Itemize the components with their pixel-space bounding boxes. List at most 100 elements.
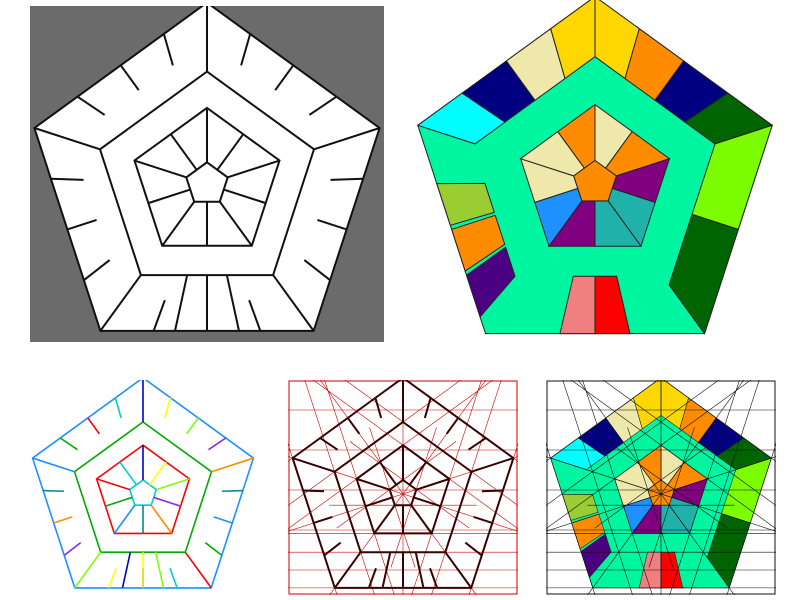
- segment-line: [303, 259, 331, 281]
- left-block: [436, 182, 495, 226]
- spoke-line: [227, 159, 280, 179]
- segment-line: [119, 64, 140, 91]
- segment-line: [473, 515, 493, 524]
- hough-line: [577, 380, 735, 595]
- left-block: [465, 246, 516, 318]
- segment-line: [429, 567, 439, 589]
- segment-line: [114, 397, 122, 419]
- tab-line: [154, 552, 165, 589]
- segment-line: [319, 437, 339, 451]
- segment-line: [43, 489, 65, 493]
- center-pentagon: [573, 159, 617, 202]
- segment-line: [77, 95, 106, 116]
- ring-divider: [184, 551, 212, 589]
- hough-line: [546, 456, 776, 532]
- spoke-line: [413, 496, 441, 508]
- spoke-line: [410, 504, 433, 534]
- spoke-line: [156, 478, 190, 491]
- hough-line: [546, 456, 776, 532]
- ring-divider: [313, 127, 380, 151]
- segment-line: [374, 397, 383, 419]
- spoke-line: [365, 496, 393, 508]
- spoke-line: [373, 504, 396, 534]
- hough-line: [304, 380, 375, 595]
- segment-line: [83, 259, 111, 281]
- segment-line: [67, 219, 97, 231]
- segment-line: [186, 417, 199, 435]
- segment-line: [164, 397, 172, 419]
- pentagon-outline-0: [33, 6, 381, 332]
- pentagon-outline-3: [128, 479, 158, 506]
- color-segmentation-panel: [410, 0, 780, 345]
- edge-map-panel: [30, 6, 384, 342]
- spoke-line: [169, 133, 198, 171]
- white-pentagon: [34, 6, 380, 331]
- segment-line: [308, 95, 337, 116]
- spoke-line: [408, 461, 427, 486]
- segment-line: [317, 219, 347, 231]
- ring-divider: [333, 551, 362, 589]
- hough-lines-panel: [288, 380, 518, 595]
- tab-line: [414, 551, 425, 589]
- segment-line: [274, 64, 295, 91]
- spoke-line: [415, 477, 450, 491]
- segment-line: [213, 516, 233, 524]
- ring-divider: [471, 457, 514, 473]
- ring-divider: [32, 457, 75, 473]
- segment-line: [464, 541, 483, 557]
- segment-line: [53, 516, 73, 524]
- pentagon-outline-2: [355, 443, 451, 535]
- spoke-line: [119, 461, 138, 486]
- spoke-line: [218, 201, 253, 247]
- hough-line: [431, 380, 502, 595]
- segment-line: [59, 437, 78, 451]
- colored-line-segments-panel: [28, 380, 258, 595]
- segment-line: [50, 177, 84, 181]
- tab-line: [121, 552, 132, 589]
- outer-block: [668, 213, 739, 335]
- segment-line: [367, 567, 377, 589]
- segment-line: [346, 417, 361, 435]
- spoke-line: [161, 201, 196, 247]
- spoke-line: [96, 478, 130, 491]
- segment-line: [467, 437, 487, 451]
- left-block: [451, 214, 506, 272]
- ring-divider: [34, 127, 101, 151]
- spoke-line: [356, 477, 391, 491]
- spoke-line: [379, 461, 398, 486]
- ring-divider: [272, 274, 315, 332]
- segment-line: [63, 541, 82, 557]
- tab-line: [225, 274, 240, 332]
- spoke-line: [150, 504, 173, 534]
- segment-line: [169, 567, 178, 589]
- spoke-line: [105, 496, 133, 507]
- spoke-line: [223, 188, 266, 205]
- segment-line: [108, 567, 117, 589]
- spoke-line: [148, 188, 191, 205]
- pentagon-outline-3: [388, 478, 418, 507]
- ring-divider: [292, 457, 335, 473]
- segment-line: [423, 397, 432, 419]
- tab-line: [174, 274, 189, 332]
- spoke-line: [216, 133, 245, 171]
- pentagon-outline-0: [291, 380, 515, 589]
- outer-block: [550, 0, 596, 80]
- tab-line: [381, 551, 392, 589]
- ring-divider: [444, 551, 473, 589]
- segment-line: [208, 437, 227, 451]
- spoke-line: [134, 159, 187, 179]
- hough-line: [587, 380, 745, 595]
- segment-line: [481, 489, 503, 493]
- segment-line: [330, 177, 364, 181]
- bottom-tab: [594, 275, 631, 335]
- ring-divider: [74, 551, 102, 589]
- segment-line: [152, 299, 166, 332]
- segment-line: [162, 33, 174, 66]
- ring-divider: [99, 274, 142, 332]
- segment-line: [445, 417, 460, 435]
- spoke-line: [148, 461, 167, 486]
- segment-line: [204, 541, 223, 557]
- segment-line: [323, 541, 342, 557]
- segment-line: [303, 489, 325, 493]
- ring-divider: [211, 457, 254, 473]
